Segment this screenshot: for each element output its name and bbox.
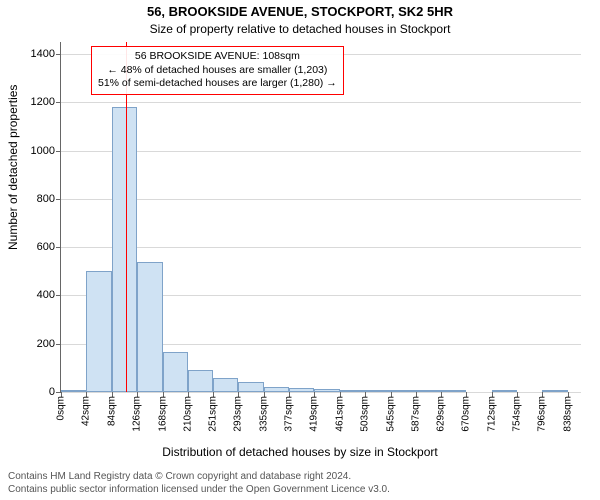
x-tick-label: 335sqm: [258, 392, 269, 432]
histogram-bar: [238, 382, 263, 392]
y-tick: [56, 54, 61, 55]
y-tick-label: 400: [37, 289, 55, 301]
y-tick-label: 1400: [31, 48, 55, 60]
y-tick-label: 1200: [31, 96, 55, 108]
histogram-bar: [86, 271, 111, 392]
y-tick-label: 200: [37, 338, 55, 350]
chart-title: 56, BROOKSIDE AVENUE, STOCKPORT, SK2 5HR: [0, 4, 600, 19]
histogram-bar: [112, 107, 137, 392]
footer: Contains HM Land Registry data © Crown c…: [8, 471, 592, 496]
x-tick-label: 712sqm: [486, 392, 497, 432]
histogram-bar: [163, 352, 188, 392]
y-tick: [56, 102, 61, 103]
y-tick-label: 800: [37, 193, 55, 205]
gridline: [61, 199, 581, 200]
x-tick-label: 754sqm: [511, 392, 522, 432]
annotation-line-2: ← 48% of detached houses are smaller (1,…: [98, 64, 337, 78]
x-tick-label: 629sqm: [436, 392, 447, 432]
annotation-line-3: 51% of semi-detached houses are larger (…: [98, 77, 337, 91]
x-tick-label: 168sqm: [157, 392, 168, 432]
chart-container: 56, BROOKSIDE AVENUE, STOCKPORT, SK2 5HR…: [0, 0, 600, 500]
x-tick-label: 42sqm: [81, 392, 92, 426]
annotation-box: 56 BROOKSIDE AVENUE: 108sqm ← 48% of det…: [91, 46, 344, 95]
x-tick-label: 461sqm: [334, 392, 345, 432]
histogram-bar: [391, 390, 416, 392]
histogram-bar: [365, 390, 390, 392]
y-axis-label: Number of detached properties: [6, 85, 20, 250]
y-tick-label: 1000: [31, 145, 55, 157]
x-tick-label: 126sqm: [132, 392, 143, 432]
y-tick: [56, 295, 61, 296]
histogram-bar: [289, 388, 314, 392]
histogram-bar: [492, 390, 517, 392]
histogram-bar: [188, 370, 213, 392]
x-tick-label: 210sqm: [182, 392, 193, 432]
x-tick-label: 293sqm: [233, 392, 244, 432]
y-tick: [56, 247, 61, 248]
x-tick-label: 670sqm: [461, 392, 472, 432]
x-tick-label: 587sqm: [410, 392, 421, 432]
x-tick-label: 419sqm: [309, 392, 320, 432]
chart-subtitle: Size of property relative to detached ho…: [0, 22, 600, 36]
histogram-bar: [441, 390, 466, 392]
y-tick-label: 0: [49, 386, 55, 398]
x-tick-label: 377sqm: [283, 392, 294, 432]
x-axis-label: Distribution of detached houses by size …: [0, 445, 600, 459]
histogram-bar: [61, 390, 86, 392]
histogram-bar: [340, 390, 365, 392]
gridline: [61, 102, 581, 103]
y-tick-label: 600: [37, 241, 55, 253]
footer-line-1: Contains HM Land Registry data © Crown c…: [8, 471, 592, 484]
histogram-bar: [137, 262, 162, 392]
plot-area: 02004006008001000120014000sqm42sqm84sqm1…: [60, 42, 581, 393]
x-tick-label: 251sqm: [207, 392, 218, 432]
annotation-line-1: 56 BROOKSIDE AVENUE: 108sqm: [98, 50, 337, 64]
x-tick-label: 0sqm: [56, 392, 67, 420]
histogram-bar: [314, 389, 339, 392]
footer-line-2: Contains public sector information licen…: [8, 484, 592, 497]
gridline: [61, 151, 581, 152]
y-tick: [56, 344, 61, 345]
gridline: [61, 247, 581, 248]
x-tick-label: 838sqm: [562, 392, 573, 432]
histogram-bar: [213, 378, 238, 392]
y-tick: [56, 199, 61, 200]
x-tick-label: 503sqm: [360, 392, 371, 432]
histogram-bar: [542, 390, 567, 392]
x-tick-label: 545sqm: [385, 392, 396, 432]
x-tick-label: 84sqm: [106, 392, 117, 426]
x-tick-label: 796sqm: [537, 392, 548, 432]
histogram-bar: [264, 387, 289, 392]
y-tick: [56, 151, 61, 152]
histogram-bar: [416, 390, 441, 392]
